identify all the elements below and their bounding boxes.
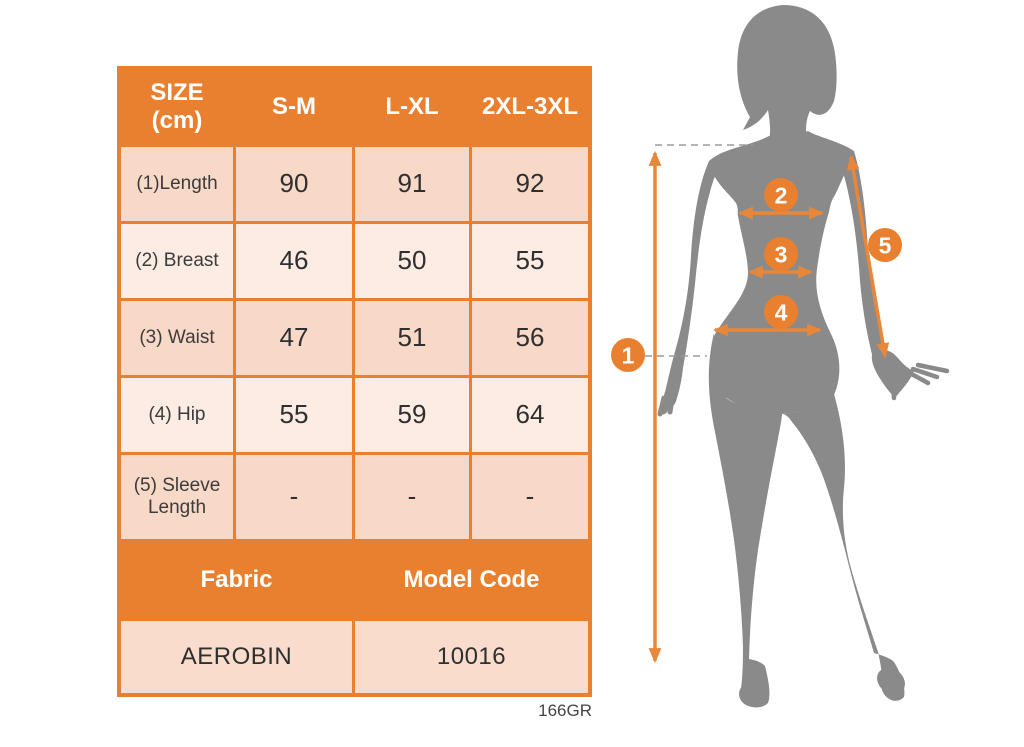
value-length-2xl: 92 — [472, 147, 588, 221]
marker-3: 3 — [764, 237, 798, 271]
header-col-lxl: L-XL — [355, 70, 469, 144]
value-hip-lxl: 59 — [355, 378, 469, 452]
value-hip-sm: 55 — [236, 378, 352, 452]
silhouette-left-arm — [660, 161, 722, 415]
marker-circle-2 — [764, 178, 798, 212]
marker-number-2: 2 — [775, 182, 788, 208]
right-hand-thumb — [890, 382, 897, 401]
row-label-waist: (3) Waist — [121, 301, 233, 375]
value-waist-lxl: 51 — [355, 301, 469, 375]
row-label-sleeve: (5) Sleeve Length — [121, 455, 233, 539]
header-fabric: Fabric — [121, 542, 352, 618]
female-body-silhouette — [657, 5, 950, 708]
marker-circle-5 — [868, 228, 902, 262]
marker-number-3: 3 — [775, 241, 788, 267]
row-label-breast: (2) Breast — [121, 224, 233, 298]
measurement-arrow-sleeve — [846, 154, 890, 359]
marker-number-4: 4 — [775, 299, 788, 325]
measurement-diagram: 1 2 3 4 5 — [611, 5, 950, 708]
value-breast-2xl: 55 — [472, 224, 588, 298]
silhouette-head — [737, 5, 837, 146]
silhouette-right-hand — [871, 349, 914, 398]
row-label-hip: (4) Hip — [121, 378, 233, 452]
header-size-line1: SIZE — [150, 79, 204, 107]
marker-2: 2 — [764, 178, 798, 212]
row-label-length: (1)Length — [121, 147, 233, 221]
footer-code: 166GR — [538, 701, 592, 720]
value-length-lxl: 91 — [355, 147, 469, 221]
marker-circle-3 — [764, 237, 798, 271]
marker-5: 5 — [868, 228, 902, 262]
value-hip-2xl: 64 — [472, 378, 588, 452]
silhouette-right-foot — [877, 667, 905, 695]
value-length-sm: 90 — [236, 147, 352, 221]
marker-4: 4 — [764, 295, 798, 329]
marker-number-5: 5 — [879, 232, 892, 258]
header-size-cm: SIZE (cm) — [121, 70, 233, 144]
silhouette-left-foot — [739, 681, 769, 707]
marker-number-1: 1 — [622, 342, 635, 368]
value-sleeve-lxl: - — [355, 455, 469, 539]
value-waist-sm: 47 — [236, 301, 352, 375]
value-waist-2xl: 56 — [472, 301, 588, 375]
right-hand-fingers — [910, 366, 940, 380]
header-size-line2: (cm) — [151, 107, 203, 134]
right-hand-fingers — [903, 368, 931, 386]
model-code-value: 10016 — [355, 621, 588, 693]
marker-circle-1 — [611, 338, 645, 372]
marker-circle-4 — [764, 295, 798, 329]
value-breast-sm: 46 — [236, 224, 352, 298]
silhouette-left-leg — [708, 333, 782, 708]
value-breast-lxl: 50 — [355, 224, 469, 298]
header-col-sm: S-M — [236, 70, 352, 144]
value-sleeve-2xl: - — [472, 455, 588, 539]
size-chart-table: SIZE (cm) S-M L-XL 2XL-3XL (1)Length 90 … — [117, 66, 592, 697]
right-hand-fingers — [915, 362, 950, 374]
left-hand-fingers — [667, 396, 675, 415]
value-sleeve-sm: - — [236, 455, 352, 539]
header-col-2xl3xl: 2XL-3XL — [472, 70, 588, 144]
silhouette-right-leg — [782, 394, 905, 701]
marker-1: 1 — [611, 338, 645, 372]
fabric-value: AEROBIN — [121, 621, 352, 693]
header-model-code: Model Code — [355, 542, 588, 618]
